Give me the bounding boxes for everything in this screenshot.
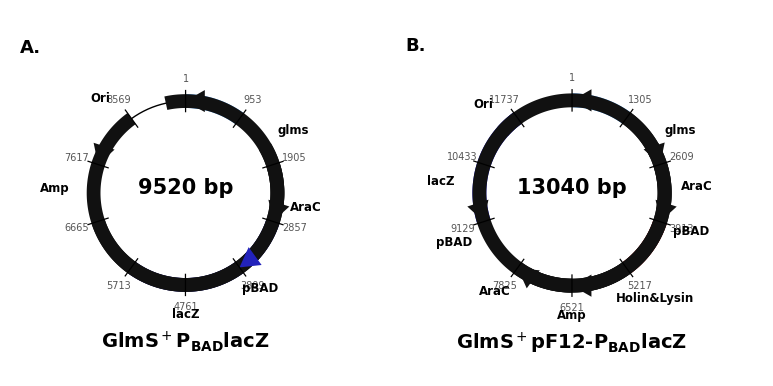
Text: 1305: 1305 [628,95,652,105]
Text: 1: 1 [182,74,189,83]
Text: 8569: 8569 [106,95,131,105]
Polygon shape [91,94,284,292]
Polygon shape [94,143,114,164]
Text: 3809: 3809 [240,281,265,291]
Text: 13040 bp: 13040 bp [517,178,627,198]
Text: glms: glms [278,124,308,137]
Polygon shape [653,162,672,213]
Polygon shape [243,219,280,266]
Polygon shape [572,274,591,297]
Text: lacZ: lacZ [427,175,455,188]
Polygon shape [498,93,672,293]
Polygon shape [87,113,284,292]
Text: 7825: 7825 [492,281,516,291]
Text: Ori: Ori [474,98,493,111]
Text: 3913: 3913 [669,224,694,234]
Text: pBAD: pBAD [242,282,278,295]
Text: 7617: 7617 [64,152,89,163]
Text: AraC: AraC [681,180,713,193]
Text: pBAD: pBAD [673,225,709,238]
Text: 5713: 5713 [106,281,131,291]
Polygon shape [472,112,672,293]
Polygon shape [622,112,662,157]
Polygon shape [523,267,572,293]
Text: Ori: Ori [90,92,111,105]
Text: lacZ: lacZ [172,308,199,321]
Polygon shape [572,89,591,112]
Text: AraC: AraC [479,285,511,298]
Text: A.: A. [20,39,41,57]
Text: 5217: 5217 [628,281,652,291]
Polygon shape [267,163,284,213]
Polygon shape [644,142,665,164]
Polygon shape [240,247,261,267]
Text: 2609: 2609 [669,152,694,163]
Text: B.: B. [405,37,426,55]
Text: 1905: 1905 [282,153,307,163]
Text: 9520 bp: 9520 bp [138,178,233,198]
Text: 10433: 10433 [447,152,478,162]
Polygon shape [572,93,631,124]
Polygon shape [186,90,205,112]
Polygon shape [468,200,489,222]
Polygon shape [128,262,243,292]
Polygon shape [582,262,631,292]
Polygon shape [518,268,540,288]
Text: Amp: Amp [557,309,587,322]
Polygon shape [186,94,243,124]
Text: 6521: 6521 [560,303,584,313]
Text: Holin&Lysin: Holin&Lysin [615,292,694,305]
Polygon shape [472,112,522,224]
Text: 4761: 4761 [173,303,198,312]
Text: pBAD: pBAD [436,237,472,249]
Polygon shape [656,200,676,222]
Text: 11737: 11737 [489,95,519,105]
Text: 953: 953 [243,95,262,105]
Text: 2857: 2857 [282,223,307,234]
Text: Amp: Amp [40,182,70,195]
Text: GlmS$^+$P$_{\mathregular{BAD}}$lacZ: GlmS$^+$P$_{\mathregular{BAD}}$lacZ [101,330,270,354]
Text: AraC: AraC [290,201,322,214]
Polygon shape [268,200,289,222]
Text: GlmS$^+$pF12-P$_{\mathregular{BAD}}$lacZ: GlmS$^+$pF12-P$_{\mathregular{BAD}}$lacZ [457,330,687,356]
Polygon shape [622,220,667,274]
Text: 6665: 6665 [64,223,89,233]
Text: 9129: 9129 [450,223,475,234]
Text: 1: 1 [569,73,575,83]
Text: glms: glms [665,124,696,137]
